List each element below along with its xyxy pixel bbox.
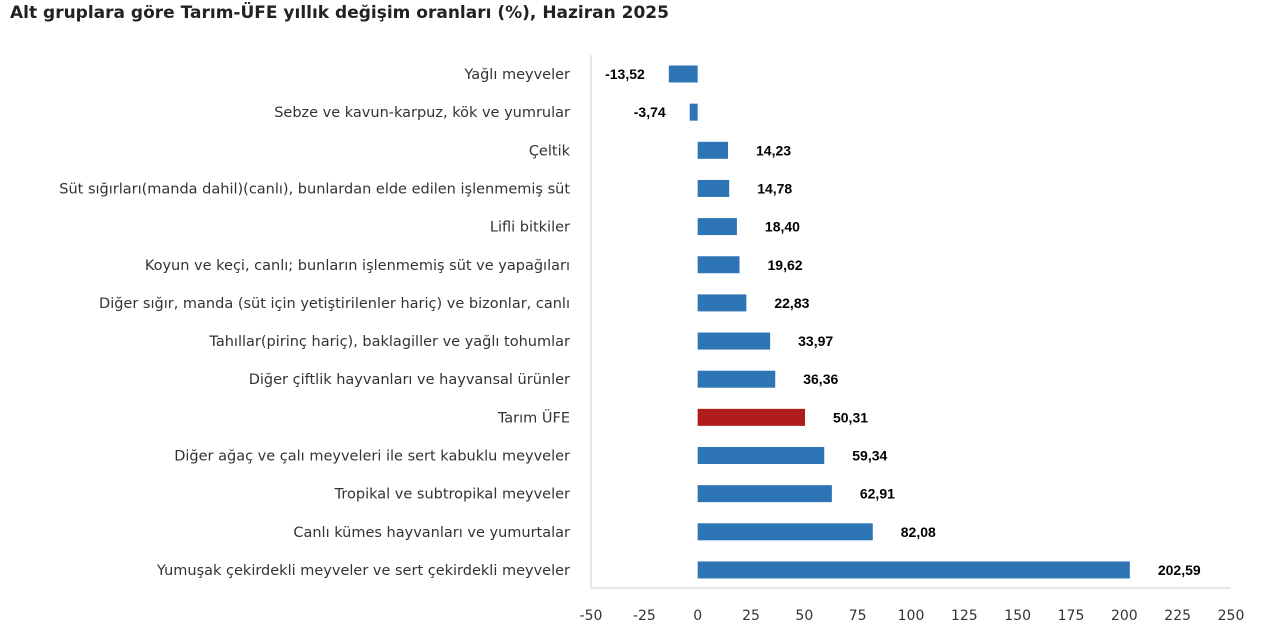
bar-13 <box>697 561 1130 579</box>
x-tick-label-6: 100 <box>898 608 925 624</box>
x-tick-label-3: 25 <box>742 608 760 624</box>
bar-10 <box>697 447 825 464</box>
value-label-5: 19,62 <box>768 257 803 273</box>
x-tick-label-5: 75 <box>849 608 867 624</box>
bar-5 <box>697 256 740 274</box>
value-label-3: 14,78 <box>757 180 792 196</box>
value-label-8: 36,36 <box>803 371 838 387</box>
bar-1 <box>689 103 698 121</box>
value-labels: -13,52 -3,74 14,23 14,78 18,40 19,62 22,83 33,9… <box>605 66 1201 578</box>
x-tick-label-9: 175 <box>1058 608 1085 624</box>
value-label-13: 202,59 <box>1158 562 1201 578</box>
bar-3 <box>697 179 730 197</box>
bar-7 <box>697 332 771 350</box>
x-tick-labels: -50 -25 0 25 50 75 100 125 150 175 200 225 250 <box>580 608 1245 624</box>
category-label-9: Tarım ÜFE <box>497 408 570 426</box>
bar-group <box>668 65 1130 579</box>
category-label-5: Koyun ve keçi, canlı; bunların işlenmemi… <box>145 258 570 274</box>
chart-title: Alt gruplara göre Tarım-ÜFE yıllık değiş… <box>10 3 669 23</box>
bar-4 <box>697 218 737 236</box>
category-label-6: Diğer sığır, manda (süt için yetiştirile… <box>99 296 570 312</box>
bar-11 <box>697 485 832 503</box>
x-tick-label-11: 225 <box>1164 608 1191 624</box>
x-tick-label-12: 250 <box>1218 608 1245 624</box>
category-label-3: Süt sığırları(manda dahil)(canlı), bunla… <box>59 181 570 197</box>
x-tick-label-7: 125 <box>951 608 978 624</box>
bar-8 <box>697 370 776 388</box>
category-label-11: Tropikal ve subtropikal meyveler <box>334 487 570 503</box>
value-label-7: 33,97 <box>798 333 833 349</box>
category-label-7: Tahıllar(pirinç hariç), baklagiller ve y… <box>208 334 570 350</box>
value-label-2: 14,23 <box>756 142 791 158</box>
category-label-12: Canlı kümes hayvanları ve yumurtalar <box>293 525 570 541</box>
bar-2 <box>697 141 729 159</box>
category-label-10: Diğer ağaç ve çalı meyveleri ile sert ka… <box>174 449 570 465</box>
category-label-13: Yumuşak çekirdekli meyveler ve sert çeki… <box>156 563 570 579</box>
x-tick-label-2: 0 <box>693 608 702 624</box>
bar-9 <box>697 408 805 426</box>
value-label-11: 62,91 <box>860 486 895 502</box>
x-tick-label-1: -25 <box>633 608 656 624</box>
bar-6 <box>697 294 747 312</box>
category-labels: Yağlı meyveler Sebze ve kavun-karpuz, kök… <box>59 67 570 579</box>
value-label-1: -3,74 <box>634 104 666 120</box>
chart-axes <box>590 55 1231 589</box>
category-label-2: Çeltik <box>529 143 571 159</box>
category-label-4: Lifli bitkiler <box>490 220 570 236</box>
category-label-0: Yağlı meyveler <box>463 67 570 83</box>
value-label-4: 18,40 <box>765 219 800 235</box>
bar-12 <box>697 523 873 541</box>
value-label-9: 50,31 <box>833 409 868 425</box>
x-tick-label-8: 150 <box>1004 608 1031 624</box>
value-label-0: -13,52 <box>605 66 645 82</box>
bar-0 <box>668 65 698 83</box>
value-label-10: 59,34 <box>852 448 887 464</box>
value-label-6: 22,83 <box>774 295 809 311</box>
x-tick-label-4: 50 <box>795 608 813 624</box>
value-label-12: 82,08 <box>901 524 936 540</box>
x-tick-label-0: -50 <box>580 608 603 624</box>
category-label-8: Diğer çiftlik hayvanları ve hayvansal ür… <box>249 372 570 388</box>
category-label-1: Sebze ve kavun-karpuz, kök ve yumrular <box>274 105 570 121</box>
x-tick-label-10: 200 <box>1111 608 1138 624</box>
